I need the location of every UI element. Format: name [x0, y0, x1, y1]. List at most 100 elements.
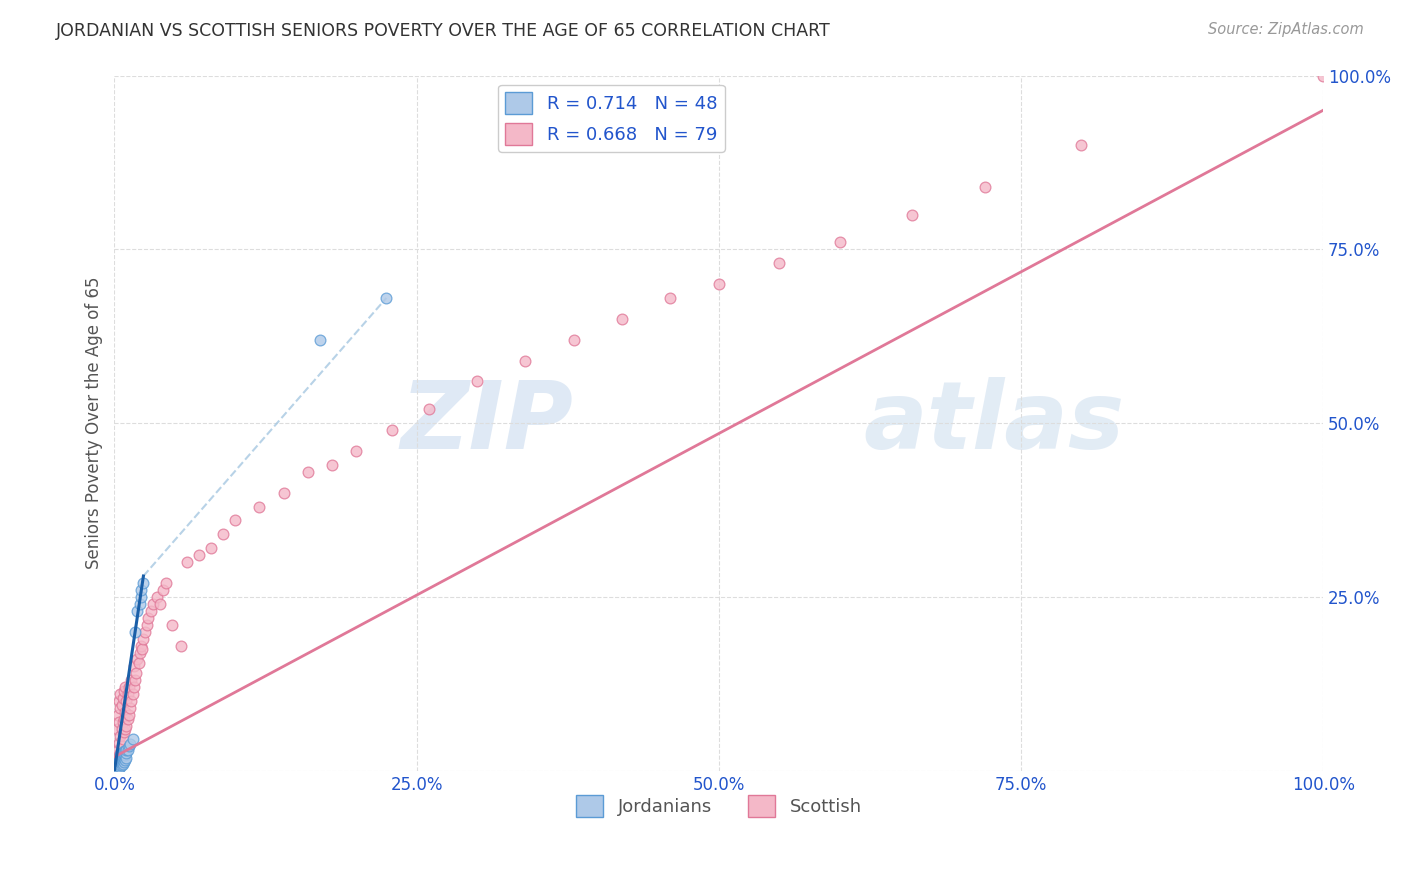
Point — [114, 744, 136, 758]
Point — [344, 444, 367, 458]
Point — [104, 756, 127, 771]
Point — [111, 690, 134, 705]
Point — [110, 758, 132, 772]
Point — [120, 737, 142, 751]
Point — [142, 597, 165, 611]
Point — [828, 235, 851, 250]
Point — [128, 646, 150, 660]
Point — [111, 698, 134, 712]
Point — [122, 680, 145, 694]
Text: Source: ZipAtlas.com: Source: ZipAtlas.com — [1208, 22, 1364, 37]
Point — [176, 555, 198, 569]
Point — [224, 513, 246, 527]
Point — [105, 749, 128, 764]
Y-axis label: Seniors Poverty Over the Age of 65: Seniors Poverty Over the Age of 65 — [86, 277, 103, 569]
Point — [120, 701, 142, 715]
Point — [125, 666, 148, 681]
Point — [132, 576, 155, 591]
Point — [149, 597, 172, 611]
Point — [145, 590, 167, 604]
Text: JORDANIAN VS SCOTTISH SENIORS POVERTY OVER THE AGE OF 65 CORRELATION CHART: JORDANIAN VS SCOTTISH SENIORS POVERTY OV… — [56, 22, 831, 40]
Point — [110, 701, 132, 715]
Point — [112, 747, 135, 762]
Point — [381, 423, 404, 437]
Point — [129, 590, 152, 604]
Point — [108, 736, 131, 750]
Point — [118, 680, 141, 694]
Point — [110, 747, 132, 761]
Point — [104, 763, 127, 777]
Point — [111, 747, 134, 761]
Point — [200, 541, 222, 556]
Point — [131, 642, 153, 657]
Point — [212, 527, 235, 541]
Point — [107, 743, 129, 757]
Point — [108, 758, 131, 772]
Point — [108, 756, 131, 770]
Point — [117, 743, 139, 757]
Point — [114, 680, 136, 694]
Point — [105, 758, 128, 772]
Point — [112, 756, 135, 770]
Point — [107, 753, 129, 767]
Point — [375, 291, 398, 305]
Point — [115, 747, 138, 761]
Point — [768, 256, 790, 270]
Point — [107, 756, 129, 771]
Point — [111, 747, 134, 761]
Point — [120, 694, 142, 708]
Point — [112, 683, 135, 698]
Point — [115, 751, 138, 765]
Point — [127, 652, 149, 666]
Point — [112, 712, 135, 726]
Point — [108, 694, 131, 708]
Point — [112, 751, 135, 765]
Point — [121, 687, 143, 701]
Point — [111, 753, 134, 767]
Point — [1070, 138, 1092, 153]
Point — [105, 762, 128, 776]
Point — [105, 722, 128, 736]
Point — [136, 617, 159, 632]
Point — [115, 743, 138, 757]
Point — [111, 722, 134, 736]
Point — [110, 729, 132, 743]
Point — [120, 673, 142, 688]
Point — [155, 576, 177, 591]
Point — [134, 624, 156, 639]
Point — [115, 718, 138, 732]
Point — [562, 333, 585, 347]
Point — [111, 732, 134, 747]
Point — [610, 311, 633, 326]
Point — [273, 485, 295, 500]
Legend: Jordanians, Scottish: Jordanians, Scottish — [569, 788, 869, 824]
Point — [121, 732, 143, 747]
Point — [128, 656, 150, 670]
Point — [418, 402, 440, 417]
Point — [128, 597, 150, 611]
Point — [170, 639, 193, 653]
Point — [132, 632, 155, 646]
Point — [515, 353, 537, 368]
Point — [136, 611, 159, 625]
Text: ZIP: ZIP — [401, 377, 574, 469]
Point — [112, 744, 135, 758]
Point — [139, 604, 162, 618]
Point — [107, 708, 129, 723]
Point — [465, 375, 488, 389]
Point — [188, 548, 211, 562]
Point — [115, 694, 138, 708]
Point — [111, 758, 134, 772]
Point — [117, 712, 139, 726]
Point — [659, 291, 682, 305]
Point — [107, 760, 129, 774]
Point — [309, 333, 332, 347]
Point — [112, 725, 135, 739]
Point — [111, 749, 134, 764]
Point — [297, 465, 319, 479]
Point — [108, 761, 131, 775]
Point — [110, 753, 132, 767]
Point — [707, 277, 730, 291]
Point — [111, 749, 134, 764]
Point — [117, 687, 139, 701]
